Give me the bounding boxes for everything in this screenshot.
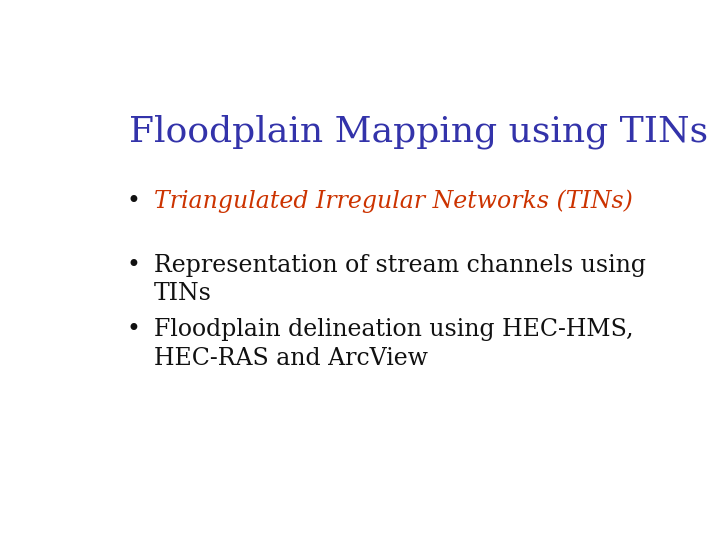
Text: Floodplain Mapping using TINs: Floodplain Mapping using TINs (129, 114, 708, 149)
Text: •: • (126, 254, 140, 277)
Text: Floodplain delineation using HEC-HMS,
HEC-RAS and ArcView: Floodplain delineation using HEC-HMS, HE… (154, 319, 634, 370)
Text: Representation of stream channels using
TINs: Representation of stream channels using … (154, 254, 646, 306)
Text: Triangulated Irregular Networks (TINs): Triangulated Irregular Networks (TINs) (154, 190, 633, 213)
Text: •: • (126, 319, 140, 341)
Text: •: • (126, 190, 140, 213)
